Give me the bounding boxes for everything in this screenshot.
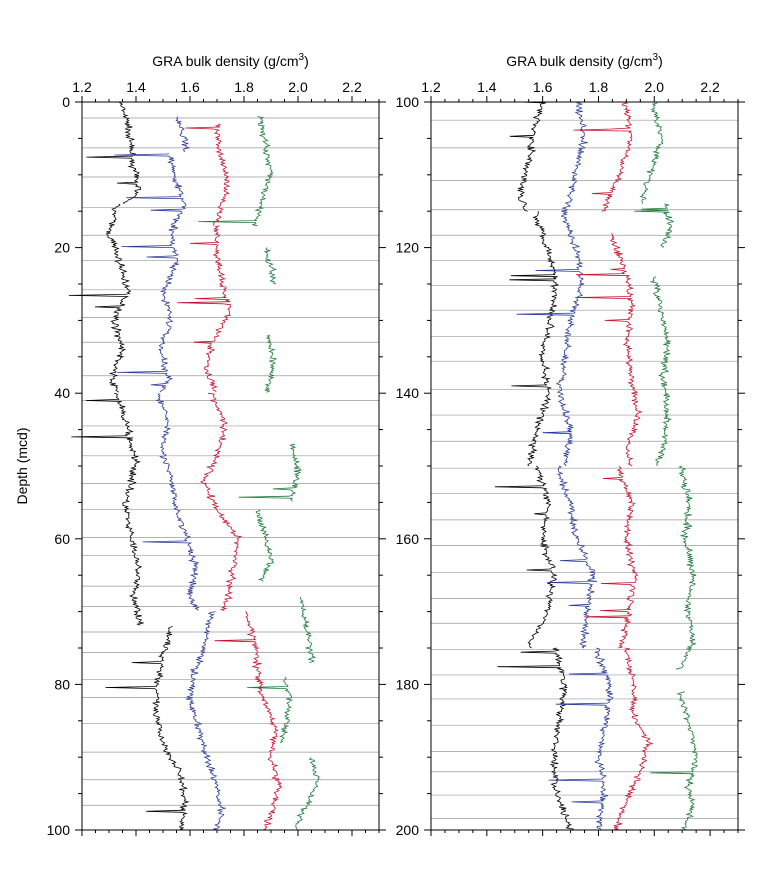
series-green-line: [263, 247, 277, 285]
series-green-line: [255, 509, 275, 582]
y-tick-label: 120: [396, 240, 420, 256]
series-green-line: [650, 691, 698, 831]
series-green-line: [639, 101, 664, 205]
series-green-line: [264, 334, 278, 393]
series-red-line: [573, 101, 633, 212]
series-blue-line: [114, 152, 187, 393]
y-tick-label: 0: [62, 94, 70, 110]
series-red-line: [584, 466, 639, 649]
series-black-line: [68, 203, 132, 393]
series-black-line: [497, 647, 574, 831]
panel-2: 1.2 1.4 1.6 1.8 2.0 2.2 100 120 140 160 180 200 GRA …: [396, 52, 745, 838]
x-tick-label: 2.2: [342, 79, 362, 95]
series-green-line: [198, 116, 274, 227]
x-tick-label: 2.0: [288, 79, 308, 95]
series-red-line: [575, 232, 643, 467]
series-blue-line: [561, 101, 588, 212]
y-tick-label: 40: [54, 385, 70, 401]
depth-axis-label: Depth (mcd): [14, 427, 30, 504]
y-tick-label: 160: [396, 531, 420, 547]
series-green-line: [676, 465, 697, 671]
y-tick-label: 80: [54, 676, 70, 692]
x-tick-label: 2.2: [700, 79, 720, 95]
plot-frame: [81, 101, 380, 831]
x-tick-label: 1.6: [533, 79, 553, 95]
series-black-line: [71, 392, 144, 626]
series-blue-line: [548, 647, 614, 831]
x-tick-label: 1.2: [421, 79, 441, 95]
series-black-line: [86, 101, 142, 205]
y-tick-label: 100: [47, 822, 71, 838]
y-tick-label: 60: [54, 531, 70, 547]
x-tick-label: 2.0: [645, 79, 665, 95]
series-black-line: [509, 101, 546, 212]
series-red-line: [613, 647, 654, 831]
series-green-line: [238, 443, 302, 502]
y-tick-label: 140: [396, 385, 420, 401]
series-blue-line: [175, 116, 191, 153]
series-blue-line: [546, 465, 598, 649]
series-green-line: [634, 203, 675, 248]
y-tick-label: 20: [54, 240, 70, 256]
series-red-line: [200, 392, 243, 611]
series-black-line: [509, 210, 559, 467]
series-black-line: [105, 625, 190, 831]
series-green-line: [649, 276, 672, 467]
series-blue-line: [185, 611, 227, 831]
x-tick-label: 1.4: [477, 79, 497, 95]
series-blue-line: [516, 210, 585, 467]
y-tick-label: 100: [396, 94, 420, 110]
series-red-line: [177, 225, 232, 393]
series-green-line: [299, 596, 317, 663]
x-axis-title: GRA bulk density (g/cm3): [152, 52, 309, 69]
x-tick-label: 1.4: [126, 79, 146, 95]
x-axis-title: GRA bulk density (g/cm3): [506, 52, 663, 69]
plot-frame: [430, 101, 739, 831]
x-tick-label: 1.2: [72, 79, 92, 95]
x-tick-label: 1.6: [180, 79, 200, 95]
series-red-line: [185, 123, 230, 227]
y-tick-label: 180: [396, 676, 420, 692]
series-green-line: [247, 676, 294, 743]
series-blue-line: [142, 392, 200, 611]
y-tick-label: 200: [396, 822, 420, 838]
series-black-line: [494, 465, 558, 649]
panel-1: 1.2 1.4 1.6 1.8 2.0 2.2 0 20 40 60 80 100 GRA bulk d…: [47, 52, 386, 838]
series-green-line: [295, 757, 320, 831]
series-red-line: [214, 611, 283, 831]
x-tick-label: 1.8: [589, 79, 609, 95]
x-tick-label: 1.8: [234, 79, 254, 95]
